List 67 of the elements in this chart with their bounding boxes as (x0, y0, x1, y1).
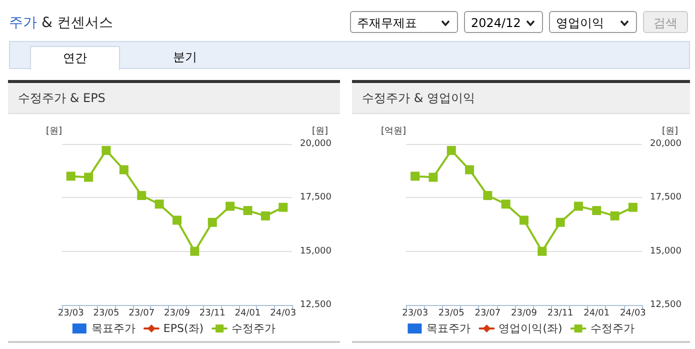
legend-label: 수정주가 (590, 322, 634, 335)
legend-label: 수정주가 (232, 322, 276, 335)
y2-tick-label: 12,500 (650, 300, 682, 310)
legend-label: 목표주가 (91, 322, 136, 335)
text: 주가 & 컨센서스 (9, 14, 113, 32)
text: 영업이익 (549, 11, 637, 33)
point (154, 200, 164, 209)
point (592, 206, 602, 216)
point (501, 200, 510, 209)
x-tick-label: 23/07 (128, 308, 155, 318)
y2-tick-label: 20,000 (300, 139, 332, 149)
point (102, 146, 111, 155)
x-tick-label: 23/09 (511, 308, 538, 318)
point (66, 172, 76, 181)
point (483, 191, 492, 200)
point (137, 191, 146, 200)
y2-tick-label: 15,000 (650, 246, 682, 256)
point (226, 202, 235, 211)
x-tick-label: 23/05 (93, 308, 120, 318)
point (84, 172, 94, 182)
text: 검색 (643, 11, 688, 33)
x-tick-label: 23/11 (547, 308, 574, 318)
x-tick-label: 23/03 (58, 308, 84, 318)
point (428, 172, 438, 182)
chart-title: 수정주가 & EPS (8, 83, 340, 114)
y2-tick-label: 15,000 (300, 246, 332, 256)
y-axis-title: [원] (46, 126, 62, 136)
point (172, 216, 182, 225)
y2-tick-label: 17,500 (300, 192, 332, 203)
text: 분기 (172, 49, 198, 66)
y2-tick-label: 12,500 (300, 300, 332, 310)
point (243, 206, 252, 216)
x-tick-label: 24/01 (584, 308, 610, 318)
point (446, 146, 456, 155)
point (465, 165, 474, 174)
x-tick-label: 23/05 (438, 308, 464, 318)
legend-label: 영업이익(좌) (498, 322, 562, 335)
y2-tick-label: 17,500 (650, 192, 682, 203)
point (260, 211, 270, 220)
point (520, 216, 528, 225)
point (610, 211, 620, 220)
x-tick-label: 23/09 (164, 308, 190, 318)
legend-label: EPS(좌) (163, 322, 204, 335)
x-tick-label: 23/03 (402, 308, 428, 318)
point (410, 172, 420, 181)
point (119, 165, 128, 174)
point (556, 218, 565, 227)
y2-tick-label: 20,000 (650, 139, 682, 149)
chart-title: 수정주가 & 영업이익 (352, 83, 690, 114)
point (208, 218, 217, 227)
y2-axis-title: [원] (662, 126, 678, 136)
legend-label: 목표주가 (426, 322, 471, 335)
y2-axis-title: [원] (312, 126, 328, 136)
point (574, 202, 583, 211)
text: 주재무제표 (350, 11, 458, 33)
point (538, 246, 547, 256)
point (278, 202, 288, 212)
x-tick-label: 23/11 (199, 308, 226, 318)
x-tick-label: 24/01 (234, 308, 261, 318)
x-tick-label: 24/03 (620, 308, 646, 318)
point (190, 246, 200, 256)
text: 2024/12 (464, 11, 543, 33)
x-tick-label: 24/03 (270, 308, 296, 318)
y-axis-title: [억원] (380, 126, 406, 136)
text: 연간 (30, 46, 120, 70)
x-tick-label: 23/07 (474, 308, 501, 318)
point (628, 202, 638, 212)
